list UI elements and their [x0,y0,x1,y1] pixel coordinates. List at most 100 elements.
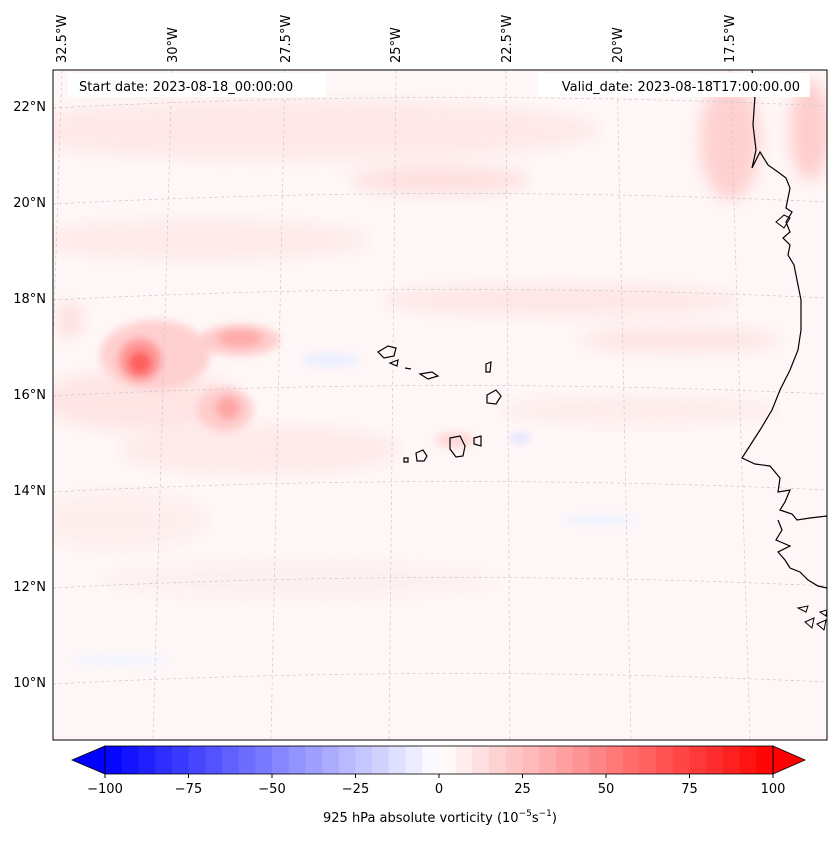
lon-label-22-5w: 22.5°W [500,15,515,63]
colorbar-segment-36 [706,746,724,774]
colorbar-segment-11 [288,746,306,774]
colorbar-ticks: −100 −75 −50 −25 0 25 50 75 100 [87,774,785,797]
cape-verde-islands [377,345,502,463]
cbar-label-suffix: ) [552,811,557,826]
colorbar-segment-22 [472,746,490,774]
colorbar-segment-9 [255,746,273,774]
colorbar-segment-3 [155,746,173,774]
coast-inlet [775,214,791,229]
latitude-labels: 22°N 20°N 18°N 16°N 14°N 12°N 10°N [13,100,46,691]
gambia-coastline [775,519,827,589]
colorbar-segment-1 [121,746,139,774]
colorbar-segment-13 [322,746,340,774]
cbar-tick-label-6: 50 [598,782,615,797]
colorbar-segment-30 [606,746,624,774]
parallel-14n [53,481,827,493]
colorbar-segment-31 [622,746,640,774]
lat-label-14n: 14°N [13,484,46,499]
lon-label-25w: 25°W [389,27,404,63]
colorbar-segment-33 [656,746,674,774]
colorbar-segments [105,746,774,774]
colorbar-segment-32 [639,746,657,774]
cbar-label-mid: s [532,811,539,826]
colorbar: −100 −75 −50 −25 0 25 50 75 100 925 hPa … [70,745,806,826]
start-date-box [68,73,326,97]
cbar-label-prefix: 925 hPa absolute vorticity (10 [323,811,519,826]
colorbar-segment-26 [539,746,557,774]
meridian-20w [616,70,632,740]
island-brava [403,457,409,463]
colorbar-segment-24 [505,746,524,774]
lon-label-20w: 20°W [611,27,626,63]
colorbar-segment-18 [405,746,423,774]
colorbar-segment-8 [238,746,256,774]
colorbar-segment-2 [138,746,156,774]
colorbar-segment-39 [756,746,774,774]
island-sal [485,361,492,373]
colorbar-segment-21 [455,746,473,774]
island-santa-luzia [404,367,412,370]
colorbar-segment-12 [305,746,323,774]
colorbar-segment-15 [355,746,373,774]
lon-label-30w: 30°W [166,27,181,63]
island-santo-antao [377,345,397,359]
lat-label-16n: 16°N [13,388,46,403]
parallel-10n [53,673,827,685]
cbar-tick-label-4: 0 [435,782,443,797]
graticule [53,70,827,740]
parallel-16n [53,385,827,397]
lon-label-32-5w: 32.5°W [55,15,70,63]
colorbar-label: 925 hPa absolute vorticity (10−5s−1) [323,809,557,826]
valid-date-text: Valid_date: 2023-08-18T17:00:00.00 [562,80,800,95]
parallel-22n [53,97,827,109]
colorbar-segment-37 [722,746,741,774]
meridian-17-5w [729,70,751,740]
parallel-18n [53,289,827,301]
cbar-tick-label-5: 25 [514,782,531,797]
colorbar-segment-27 [555,746,574,774]
island-fogo [415,449,428,462]
lon-label-17-5w: 17.5°W [723,15,738,63]
island-santiago [449,435,466,458]
colorbar-extend-max-arrow [772,745,806,775]
cbar-label-exp2: −1 [539,809,552,819]
lat-label-10n: 10°N [13,676,46,691]
cbar-tick-label-0: −100 [87,782,123,797]
meridian-30w [152,70,173,740]
colorbar-segment-25 [522,746,540,774]
colorbar-segment-28 [572,746,590,774]
lon-label-27-5w: 27.5°W [279,15,294,63]
colorbar-segment-17 [388,746,407,774]
cbar-tick-label-3: −25 [342,782,369,797]
bissagos-islands [796,605,827,631]
island-maio [473,435,482,447]
meridian-22-5w [505,70,511,740]
longitude-labels: 32.5°W 30°W 27.5°W 25°W 22.5°W 20°W 17.5… [55,15,738,63]
colorbar-segment-38 [739,746,757,774]
colorbar-segment-19 [422,746,440,774]
colorbar-segment-14 [338,746,357,774]
cbar-tick-label-1: −75 [175,782,202,797]
colorbar-segment-20 [439,746,457,774]
colorbar-segment-4 [171,746,190,774]
colorbar-segment-0 [105,746,123,774]
colorbar-extend-min-arrow [70,745,106,775]
colorbar-segment-5 [188,746,206,774]
colorbar-segment-10 [272,746,290,774]
start-date-text: Start date: 2023-08-18_00:00:00 [79,80,293,95]
colorbar-segment-35 [689,746,707,774]
lat-label-22n: 22°N [13,100,46,115]
valid-date-box [538,73,810,97]
parallel-20n [53,193,827,205]
meridian-27-5w [270,70,286,740]
colorbar-segment-7 [221,746,240,774]
meridian-25w [388,70,397,740]
africa-coastline [741,70,827,521]
map-area: Start date: 2023-08-18_00:00:00 Valid_da… [53,70,827,740]
island-sao-vicente [388,359,399,367]
lat-label-12n: 12°N [13,580,46,595]
colorbar-segment-16 [372,746,390,774]
cbar-tick-label-2: −50 [258,782,285,797]
colorbar-segment-6 [205,746,223,774]
